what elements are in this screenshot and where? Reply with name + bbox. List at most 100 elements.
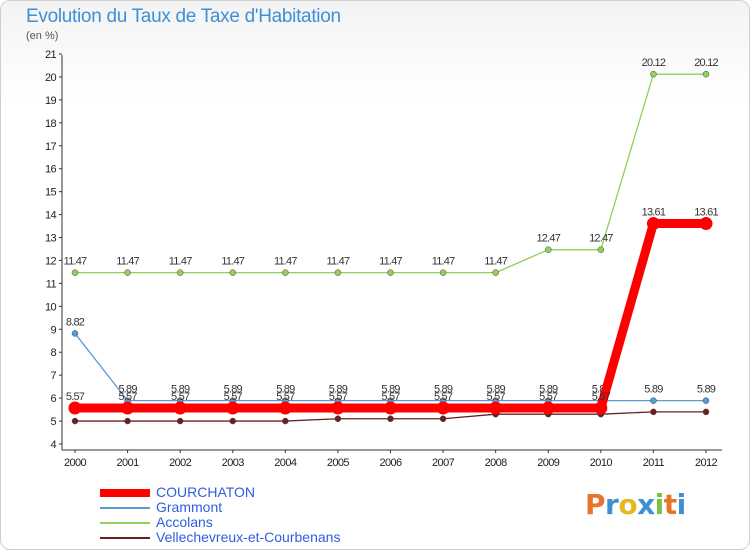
point-grammont	[702, 397, 710, 404]
point-courchaton	[541, 401, 555, 415]
chart-title: Evolution du Taux de Taxe d'Habitation	[26, 6, 341, 27]
legend-item-vellechevreux: Vellechevreux-et-Courbenans	[100, 530, 340, 545]
point-courchaton	[699, 217, 713, 231]
point-accolans	[229, 269, 236, 276]
data-label-accolans: 11.47	[169, 256, 192, 268]
data-label-grammont: 8.82	[66, 316, 85, 328]
point-accolans	[176, 269, 184, 276]
point-vellechevreux-et-courbenans	[387, 415, 394, 423]
data-label-courchaton: 5.57	[66, 391, 85, 403]
point-vellechevreux-et-courbenans	[176, 417, 184, 425]
point-grammont	[71, 330, 79, 337]
y-tick-label: 4	[50, 439, 56, 451]
proxiti-logo: Proxiti	[585, 488, 686, 521]
legend-item-grammont: Grammont	[100, 500, 340, 515]
y-tick-label: 19	[45, 95, 57, 107]
logo-letter: P	[585, 488, 606, 521]
data-label-courchaton: 5.57	[381, 391, 400, 403]
point-courchaton	[646, 217, 660, 231]
data-label-accolans: 11.47	[274, 256, 297, 268]
x-tick-label: 2006	[379, 457, 402, 469]
point-vellechevreux-et-courbenans	[71, 417, 79, 425]
x-tick-label: 2011	[643, 457, 665, 469]
y-tick-label: 14	[45, 210, 57, 222]
point-courchaton	[278, 401, 292, 415]
data-label-courchaton: 5.57	[171, 391, 190, 403]
data-label-grammont: 5.89	[329, 384, 348, 396]
y-tick-label: 8	[50, 347, 56, 359]
data-label-grammont: 5.89	[434, 384, 453, 396]
point-vellechevreux-et-courbenans	[650, 408, 657, 416]
legend-label-grammont: Grammont	[156, 499, 223, 515]
legend-label-accolans: Accolans	[156, 514, 213, 530]
y-tick-label: 16	[45, 164, 57, 176]
y-tick-label: 17	[45, 141, 57, 153]
x-tick-label: 2002	[169, 457, 192, 469]
y-tick-label: 13	[45, 233, 57, 245]
data-label-grammont: 5.89	[644, 384, 663, 396]
data-label-courchaton: 5.57	[276, 391, 295, 403]
data-label-accolans: 12.47	[536, 233, 560, 245]
point-accolans	[650, 70, 657, 78]
logo-letter: o	[618, 488, 638, 521]
data-label-courchaton: 5.57	[592, 391, 611, 403]
data-label-grammont: 5.89	[539, 384, 558, 396]
point-courchaton	[121, 401, 135, 415]
data-label-accolans: 11.47	[116, 256, 139, 268]
y-tick-label: 5	[50, 416, 56, 428]
y-tick-label: 21	[45, 49, 57, 61]
point-vellechevreux-et-courbenans	[229, 417, 236, 425]
point-courchaton	[173, 401, 187, 415]
point-accolans	[334, 269, 342, 276]
data-label-courchaton: 5.57	[539, 391, 558, 403]
point-accolans	[71, 269, 79, 276]
point-vellechevreux-et-courbenans	[282, 417, 289, 425]
x-tick-label: 2008	[485, 457, 508, 469]
point-vellechevreux-et-courbenans	[124, 417, 131, 425]
data-label-courchaton: 5.57	[224, 391, 243, 403]
y-tick-label: 20	[45, 72, 57, 84]
point-courchaton	[436, 401, 450, 415]
x-tick-label: 2001	[117, 457, 140, 469]
legend: COURCHATON Grammont Accolans Vellechevre…	[100, 485, 340, 545]
data-label-grammont: 5.89	[276, 384, 295, 396]
data-label-grammont: 5.89	[171, 384, 190, 396]
legend-label-vellechevreux: Vellechevreux-et-Courbenans	[156, 529, 341, 545]
point-accolans	[492, 269, 499, 276]
legend-item-accolans: Accolans	[100, 515, 340, 530]
data-label-accolans: 20.12	[694, 57, 718, 69]
x-tick-label: 2007	[432, 457, 455, 469]
y-tick-label: 15	[45, 187, 57, 199]
data-label-courchaton: 5.57	[329, 391, 348, 403]
data-label-courchaton: 13.61	[642, 207, 666, 219]
logo-letter: t	[663, 488, 677, 521]
x-tick-label: 2004	[274, 457, 297, 469]
data-label-accolans: 11.47	[64, 256, 87, 268]
x-tick-label: 2012	[695, 457, 718, 469]
y-tick-label: 6	[50, 393, 56, 405]
point-courchaton	[594, 401, 608, 415]
point-accolans	[124, 269, 131, 276]
legend-swatch-accolans	[100, 521, 150, 524]
y-tick-label: 9	[50, 324, 56, 336]
data-label-accolans: 11.47	[432, 256, 455, 268]
logo-letter: i	[676, 488, 687, 521]
data-label-grammont: 5.89	[487, 384, 506, 396]
data-label-courchaton: 5.57	[434, 391, 453, 403]
legend-swatch-grammont	[100, 506, 150, 509]
data-label-courchaton: 5.57	[118, 391, 137, 403]
point-accolans	[545, 246, 552, 253]
point-vellechevreux-et-courbenans	[334, 415, 342, 423]
point-accolans	[597, 246, 605, 253]
point-accolans	[702, 70, 710, 78]
x-tick-label: 2005	[327, 457, 350, 469]
data-label-accolans: 11.47	[327, 256, 350, 268]
y-tick-label: 12	[45, 255, 57, 267]
logo-letter: i	[654, 488, 665, 521]
point-courchaton	[384, 401, 397, 415]
x-tick-label: 2003	[222, 457, 245, 469]
point-courchaton	[68, 401, 82, 415]
data-label-accolans: 12.47	[589, 233, 613, 245]
